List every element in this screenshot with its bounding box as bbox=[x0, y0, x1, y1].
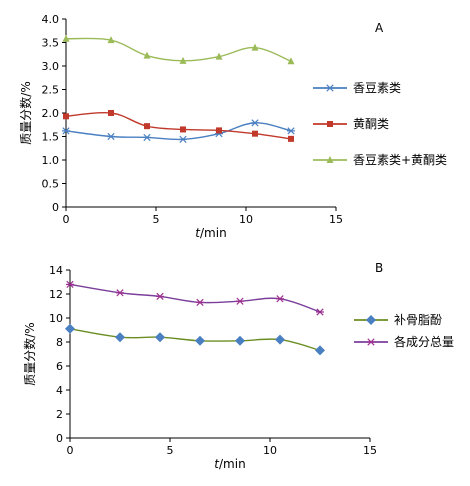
legend-label: 各成分总量 bbox=[394, 334, 454, 349]
x-tick-label: 15 bbox=[363, 444, 377, 457]
legend-label: 香豆素类 bbox=[353, 81, 401, 95]
x-tick-label: 0 bbox=[67, 444, 74, 457]
x-axis-label: t/min bbox=[195, 226, 226, 240]
y-tick-label: 2 bbox=[56, 408, 63, 421]
data-point bbox=[63, 113, 69, 120]
y-tick-label: 12 bbox=[49, 288, 63, 301]
data-point bbox=[316, 308, 324, 316]
data-point bbox=[315, 345, 325, 356]
data-point bbox=[107, 132, 115, 141]
data-point bbox=[195, 335, 205, 346]
x-axis-label: t/min bbox=[214, 457, 245, 471]
y-tick-label: 2.0 bbox=[42, 107, 60, 120]
legend-label: 补骨脂酚 bbox=[394, 312, 442, 327]
x-tick-label: 0 bbox=[63, 213, 70, 226]
data-point bbox=[287, 127, 295, 135]
panel-label: A bbox=[375, 21, 384, 35]
data-point bbox=[156, 292, 164, 301]
x-tick-label: 5 bbox=[153, 213, 160, 226]
data-point bbox=[179, 56, 187, 64]
x-tick-label: 5 bbox=[167, 444, 174, 457]
data-point bbox=[62, 34, 70, 42]
data-point bbox=[65, 323, 75, 334]
legend-swatch-marker bbox=[367, 338, 375, 346]
data-point bbox=[275, 334, 285, 345]
y-tick-label: 3.5 bbox=[42, 37, 60, 50]
y-tick-label: 0.5 bbox=[42, 178, 60, 191]
data-point bbox=[143, 51, 151, 59]
data-point bbox=[107, 36, 115, 44]
x-tick-label: 15 bbox=[329, 213, 343, 226]
y-tick-label: 0 bbox=[52, 201, 59, 214]
y-tick-label: 4 bbox=[56, 384, 63, 397]
data-point bbox=[179, 135, 187, 143]
y-tick-label: 6 bbox=[56, 360, 63, 373]
y-tick-label: 4.0 bbox=[42, 13, 60, 26]
data-point bbox=[66, 280, 74, 289]
data-point bbox=[251, 43, 259, 51]
data-point bbox=[252, 130, 258, 137]
x-axis-label-variable: t bbox=[195, 226, 201, 240]
data-point bbox=[155, 332, 165, 343]
y-tick-label: 8 bbox=[56, 336, 63, 349]
data-point bbox=[251, 119, 259, 127]
x-tick-label: 10 bbox=[263, 444, 277, 457]
data-point bbox=[235, 335, 245, 346]
data-point bbox=[62, 127, 70, 135]
data-point bbox=[144, 123, 150, 130]
data-point bbox=[143, 133, 151, 142]
legend-swatch-marker bbox=[326, 84, 334, 92]
y-tick-label: 10 bbox=[49, 312, 63, 325]
data-point bbox=[196, 298, 204, 307]
legend-label: 香豆素类+黄酮类 bbox=[353, 153, 447, 167]
panel-label: B bbox=[375, 261, 383, 275]
data-point bbox=[180, 126, 186, 133]
legend-swatch-marker bbox=[366, 315, 376, 325]
data-point bbox=[276, 295, 284, 303]
y-axis-label: 质量分数/% bbox=[18, 81, 33, 144]
legend-swatch-marker bbox=[327, 121, 333, 127]
y-axis-label: 质量分数/% bbox=[22, 322, 37, 385]
x-axis-label-variable: t bbox=[214, 457, 220, 471]
y-tick-label: 1.5 bbox=[42, 131, 60, 144]
chart-panel-a: 0 0.5 1.0 1.5 2.0 2.5 3.0 3.5 4.0 0 5 10 15 t/min 质量分数… bbox=[18, 13, 447, 240]
data-point bbox=[288, 135, 294, 142]
data-point bbox=[216, 127, 222, 134]
legend-label: 黄酮类 bbox=[353, 117, 389, 131]
x-axis-label-unit: /min bbox=[200, 226, 227, 240]
data-point bbox=[236, 297, 244, 305]
y-tick-label: 2.5 bbox=[42, 84, 60, 97]
data-point bbox=[115, 332, 125, 343]
x-tick-label: 10 bbox=[239, 213, 253, 226]
y-tick-label: 3.0 bbox=[42, 60, 60, 73]
data-point bbox=[287, 57, 295, 65]
data-point bbox=[116, 289, 124, 297]
legend-swatch-marker bbox=[326, 156, 334, 163]
y-tick-label: 0 bbox=[56, 432, 63, 445]
y-tick-label: 14 bbox=[49, 264, 63, 277]
data-point bbox=[215, 52, 223, 60]
data-point bbox=[108, 110, 114, 116]
y-tick-label: 1.0 bbox=[42, 154, 60, 167]
x-axis-label-unit: /min bbox=[219, 457, 246, 471]
